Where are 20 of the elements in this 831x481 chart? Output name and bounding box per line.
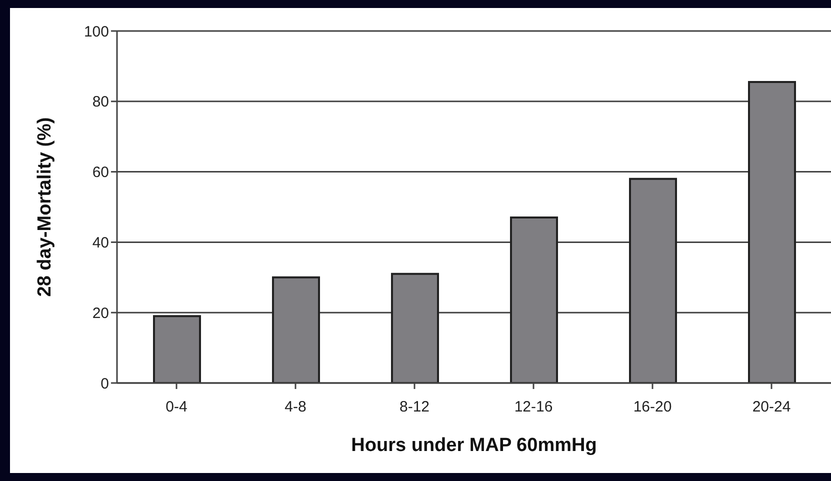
x-tick-label: 16-20 xyxy=(633,398,672,416)
bar xyxy=(153,315,201,383)
y-tick-label: 20 xyxy=(92,304,109,322)
bar xyxy=(629,178,677,383)
y-tick-label: 0 xyxy=(100,375,109,392)
y-tick-label: 100 xyxy=(84,23,109,40)
bar xyxy=(510,216,558,383)
y-tick-label: 40 xyxy=(92,234,109,252)
x-tick-label: 20-24 xyxy=(752,398,791,416)
x-axis-title: Hours under MAP 60mmHg xyxy=(351,435,597,456)
x-tick-label: 12-16 xyxy=(514,398,553,416)
x-tick-label: 0-4 xyxy=(166,398,188,416)
x-tick-label: 8-12 xyxy=(399,398,430,416)
x-tick-label: 4-8 xyxy=(284,398,306,416)
bar xyxy=(272,276,320,383)
y-axis-title: 28 day-Mortality (%) xyxy=(34,117,56,297)
bar xyxy=(391,272,439,383)
bar xyxy=(748,81,796,383)
y-tick-label: 60 xyxy=(92,164,109,182)
y-tick-label: 80 xyxy=(92,94,109,111)
